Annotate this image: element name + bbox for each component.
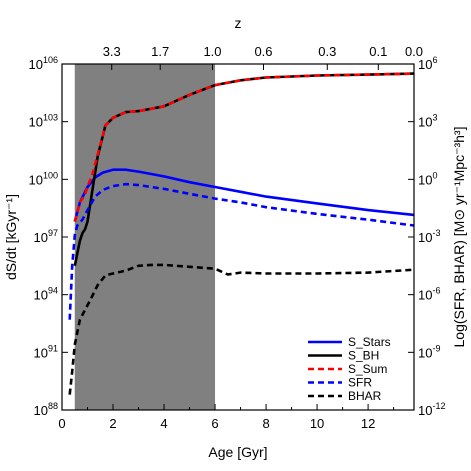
y-left-tick-label: 10100 — [29, 170, 59, 187]
y-right-tick-label: 10-12 — [418, 401, 445, 418]
y-left-tick-label: 1088 — [34, 401, 58, 418]
y-right-tick-label: 10-6 — [418, 286, 440, 303]
y-left-tick-label: 1091 — [34, 343, 58, 360]
y-right-tick-label: 106 — [418, 55, 437, 72]
y-left-tick-label: 10106 — [29, 55, 59, 72]
y-left-tick-label: 10103 — [29, 113, 59, 130]
x-tick-label: 4 — [160, 416, 167, 431]
legend-label: S_BH — [348, 349, 379, 363]
top-tick-label: 1.7 — [151, 44, 169, 59]
x-tick-label: 8 — [262, 416, 269, 431]
legend-label: S_Sum — [348, 362, 387, 376]
legend-label: BHAR — [348, 389, 382, 403]
series-line-bhar — [68, 263, 415, 395]
shaded-region — [74, 64, 216, 410]
top-tick-label: 0.6 — [254, 44, 272, 59]
top-tick-label: 3.3 — [103, 44, 121, 59]
top-tick-label: 1.0 — [203, 44, 221, 59]
y-right-tick-label: 103 — [418, 113, 437, 130]
top-axis-title: z — [235, 15, 242, 31]
y-left-axis-title: dS/dt [kGyr⁻¹] — [3, 194, 19, 280]
legend-label: S_Stars — [348, 335, 391, 349]
y-left-tick-label: 1097 — [34, 228, 58, 245]
series-line-s-sum — [73, 72, 415, 222]
y-left-tick-label: 1094 — [34, 286, 58, 303]
y-right-tick-label: 10-9 — [418, 343, 440, 360]
x-axis-title: Age [Gyr] — [208, 444, 267, 460]
top-tick-label: 0.0 — [405, 44, 423, 59]
legend-label: SFR — [348, 376, 372, 390]
x-tick-label: 6 — [211, 416, 218, 431]
y-right-axis-title: Log(SFR, BHAR) [M⊙ yr⁻¹Mpc⁻³h³] — [451, 127, 467, 348]
top-tick-label: 0.3 — [318, 44, 336, 59]
y-right-tick-label: 100 — [418, 170, 437, 187]
series-line-s-stars — [73, 168, 415, 222]
x-tick-label: 0 — [58, 416, 65, 431]
x-tick-label: 12 — [361, 416, 375, 431]
y-right-tick-label: 10-3 — [418, 228, 440, 245]
top-tick-label: 0.1 — [369, 44, 387, 59]
series-line-sfr — [68, 182, 415, 320]
x-tick-label: 2 — [109, 416, 116, 431]
x-tick-label: 10 — [310, 416, 324, 431]
